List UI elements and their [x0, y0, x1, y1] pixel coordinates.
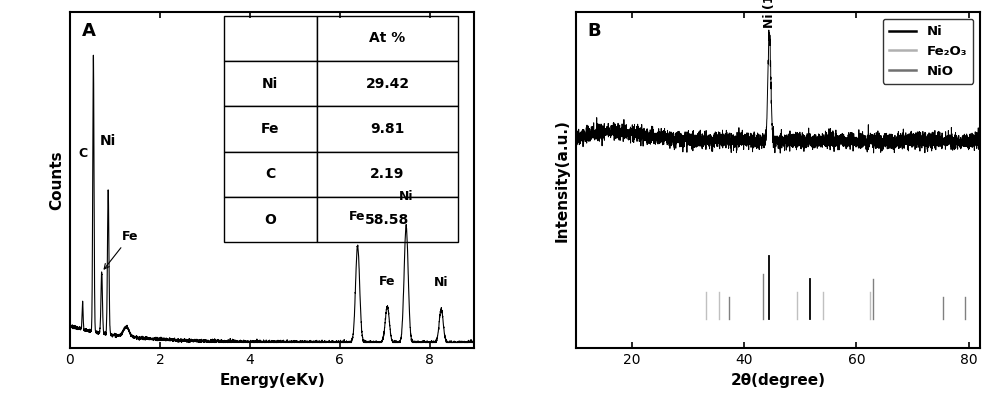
X-axis label: 2θ(degree): 2θ(degree)	[730, 373, 825, 388]
Text: O: O	[264, 213, 276, 227]
Bar	[224, 61, 317, 106]
Text: C: C	[78, 147, 87, 160]
Text: At %: At %	[369, 31, 406, 45]
Bar	[224, 15, 317, 61]
Text: Ni: Ni	[262, 77, 278, 91]
Text: Fe: Fe	[104, 230, 138, 269]
Bar	[317, 197, 458, 243]
Text: 58.58: 58.58	[365, 213, 410, 227]
Bar	[224, 106, 317, 151]
Text: 2.19: 2.19	[370, 167, 405, 181]
Text: Ni: Ni	[100, 134, 116, 148]
Text: C: C	[265, 167, 275, 181]
Legend: Ni, Fe₂O₃, NiO: Ni, Fe₂O₃, NiO	[883, 19, 973, 84]
Bar	[224, 197, 317, 243]
Bar	[224, 151, 317, 197]
Bar	[317, 151, 458, 197]
Y-axis label: Counts: Counts	[49, 150, 64, 210]
Text: Fe: Fe	[379, 275, 396, 288]
Text: A: A	[82, 22, 96, 40]
Bar	[317, 15, 458, 61]
Text: Fe: Fe	[261, 122, 279, 136]
Bar	[317, 61, 458, 106]
Text: Ni: Ni	[434, 276, 448, 290]
Bar	[317, 106, 458, 151]
Text: Ni: Ni	[399, 190, 413, 203]
Text: B: B	[588, 22, 601, 40]
X-axis label: Energy(eKv): Energy(eKv)	[219, 373, 325, 388]
Y-axis label: Intensity(a.u.): Intensity(a.u.)	[555, 119, 570, 242]
Text: Fe: Fe	[349, 210, 366, 223]
Text: Ni (111): Ni (111)	[763, 0, 776, 28]
Text: 29.42: 29.42	[365, 77, 410, 91]
Text: 9.81: 9.81	[370, 122, 405, 136]
